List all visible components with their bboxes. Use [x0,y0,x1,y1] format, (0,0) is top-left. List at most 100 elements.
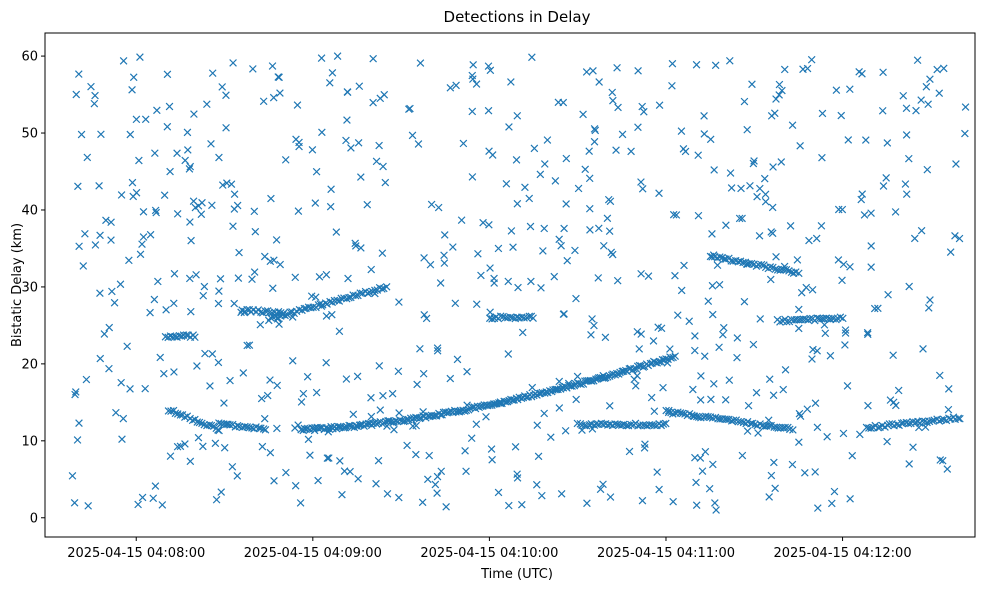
clutter-point [91,91,99,100]
clutter-point [343,116,351,124]
clutter-point [936,456,945,464]
clutter-point [726,169,735,177]
clutter-point [505,123,513,131]
clutter-point [149,494,158,503]
clutter-point [138,493,147,502]
clutter-point [355,82,364,91]
clutter-point [939,64,948,73]
clutter-point [259,97,268,106]
clutter-point [199,442,207,451]
clutter-point [257,394,266,403]
clutter-point [296,499,305,507]
clutter-point [879,68,887,77]
clutter-point [672,211,681,219]
clutter-point [369,98,377,107]
track-point [674,408,682,416]
clutter-point [775,91,784,99]
clutter-point [867,242,876,250]
clutter-point [186,162,195,171]
clutter-point [944,405,953,414]
clutter-point [436,279,445,287]
clutter-point [775,80,784,89]
clutter-point [383,489,392,498]
clutter-point [889,351,897,360]
clutter-point [504,350,513,358]
clutter-point [528,383,537,392]
clutter-point [152,208,161,217]
clutter-point [923,165,932,174]
clutter-point [472,80,481,88]
clutter-point [585,204,594,213]
clutter-point [433,489,441,497]
clutter-point [951,231,959,240]
clutter-point [484,106,493,115]
clutter-point [560,310,568,318]
clutter-point [737,184,745,193]
clutter-point [653,468,661,476]
track-point [783,317,791,326]
clutter-point [222,91,230,100]
track-point [904,419,913,428]
clutter-point [886,396,895,404]
clutter-point [463,367,471,376]
clutter-point [921,423,930,431]
clutter-point [902,104,911,113]
clutter-point [605,227,614,235]
clutter-point [91,241,100,249]
track-point [622,421,631,430]
clutter-point [268,62,277,70]
clutter-point [780,262,789,271]
track-point [885,420,894,428]
clutter-point [711,61,720,70]
clutter-point [214,299,223,308]
clutter-point [550,272,559,281]
track-point [559,384,568,392]
clutter-point [536,170,545,179]
clutter-point [919,345,927,353]
clutter-point [704,297,713,306]
clutter-point [846,85,854,94]
clutter-point [588,425,597,433]
clutter-point [504,277,513,286]
clutter-point [119,414,128,423]
clutter-point [323,454,332,462]
track-point [342,294,351,303]
clutter-point [537,284,545,292]
clutter-point [727,184,736,192]
clutter-point [884,290,892,299]
clutter-point [240,308,249,317]
clutter-point [446,374,455,383]
clutter-point [607,248,616,257]
clutter-point [700,130,709,138]
track-point [722,415,731,424]
clutter-point [870,304,879,313]
clutter-point [486,264,494,272]
clutter-point [630,375,639,384]
clutter-point [234,274,243,282]
clutter-point [509,243,517,252]
clutter-point [442,502,450,511]
clutter-point [633,327,642,336]
clutter-point [469,60,478,69]
clutter-point [848,451,857,460]
track-point [195,418,204,427]
clutter-point [690,346,699,355]
clutter-point [451,299,460,308]
clutter-point [638,496,647,505]
clutter-point [239,369,248,377]
x-tick-label: 2025-04-15 04:11:00 [597,546,735,561]
clutter-point [467,434,476,443]
clutter-point [637,330,646,338]
clutter-point [267,194,275,203]
clutter-point [638,102,647,111]
clutter-point [788,121,797,130]
clutter-point [117,191,126,199]
clutter-point [838,205,847,214]
clutter-point [867,209,875,217]
clutter-point [272,236,281,244]
clutter-point [694,151,703,160]
clutter-point [256,320,265,329]
clutter-point [573,372,582,381]
clutter-point [894,386,903,395]
